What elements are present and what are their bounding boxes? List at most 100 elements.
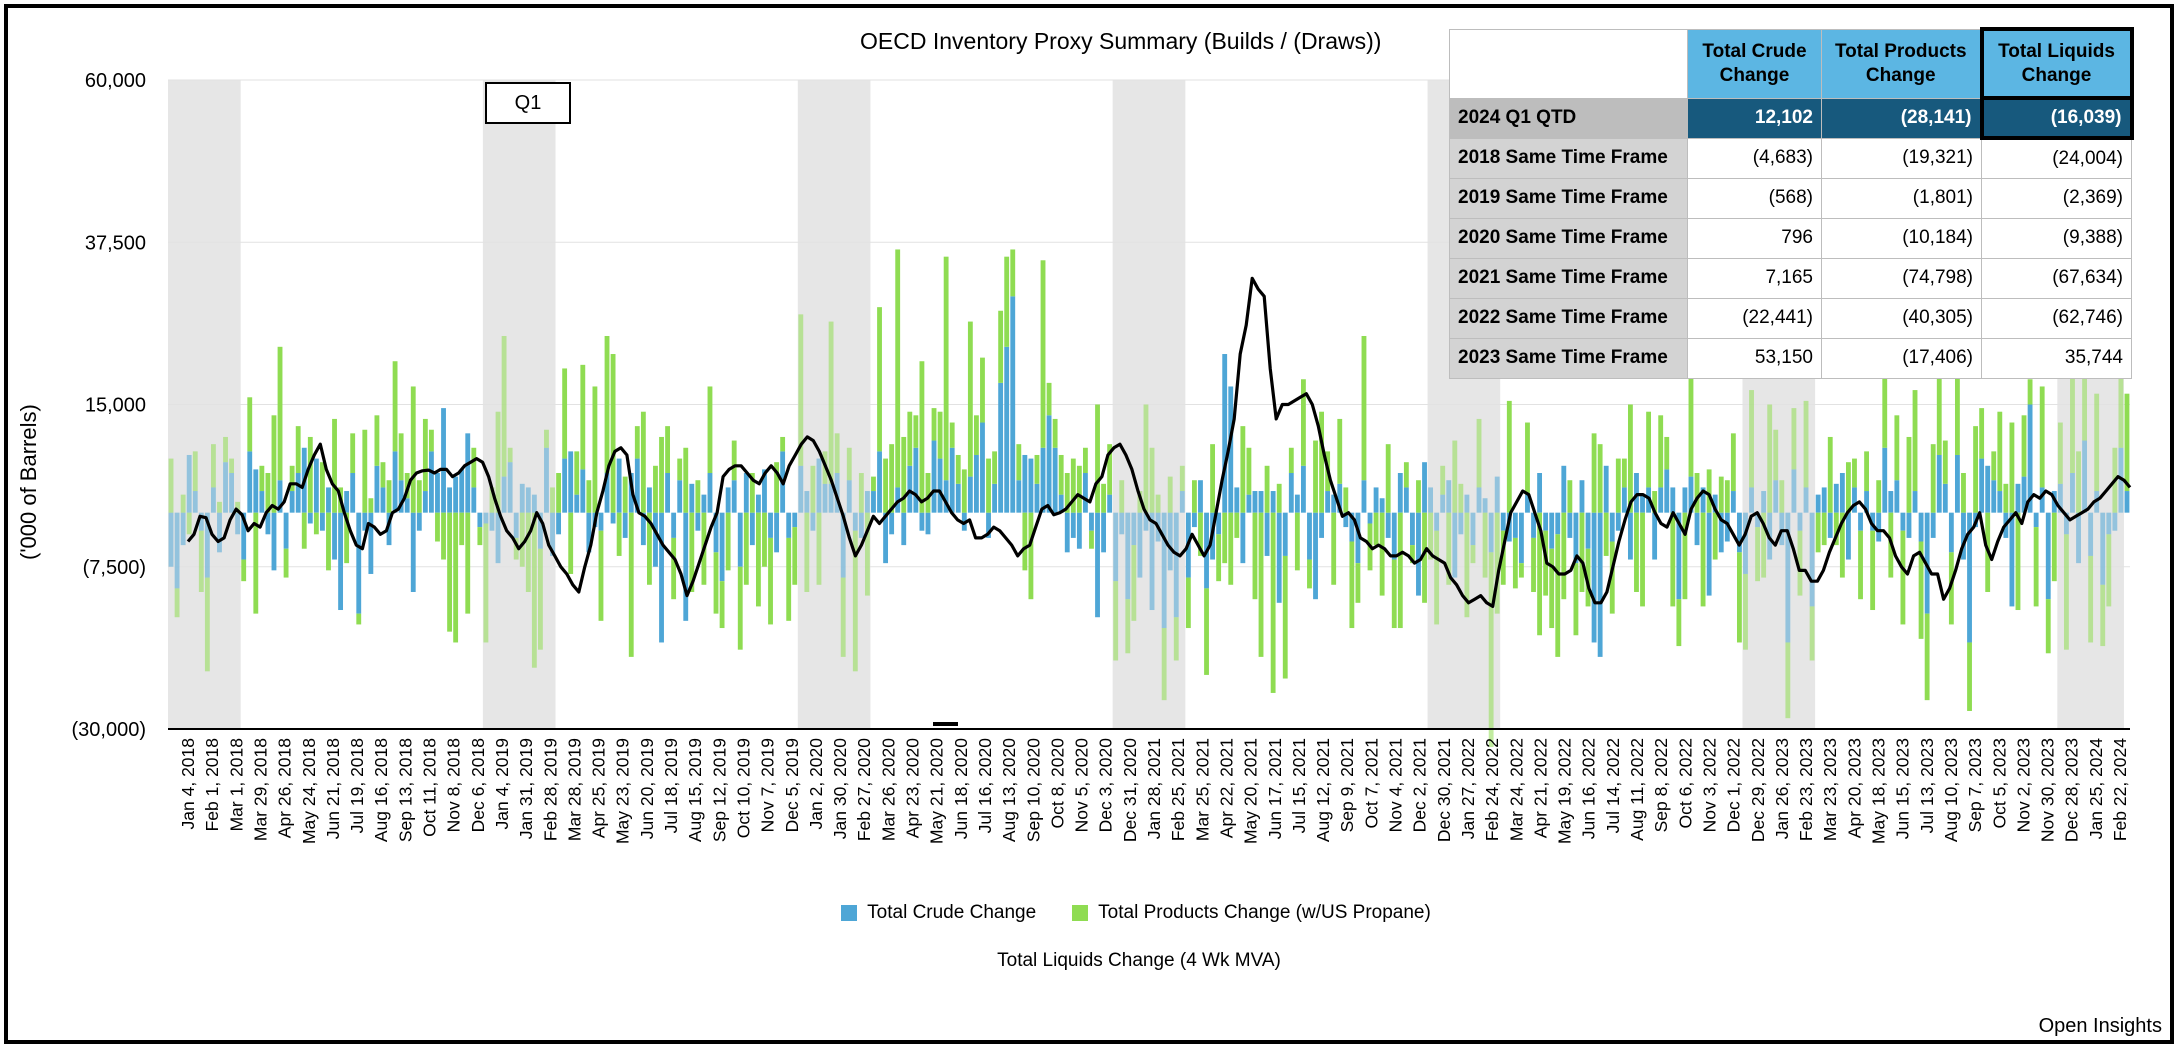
products-bar [537,548,543,650]
products-bar [1761,512,1767,578]
products-bar [737,566,743,650]
crude-bar [210,487,216,513]
crude-bar [1567,512,1573,538]
crude-bar [1991,480,1997,513]
crude-bar [1016,480,1022,513]
crude-bar [1385,512,1391,538]
products-bar [689,512,695,592]
crude-bar [1815,494,1821,513]
products-bar [713,552,719,614]
products-bar [2021,415,2027,477]
crude-bar [967,476,973,513]
products-bar [1337,418,1343,484]
products-bar [1912,390,1918,492]
products-bar [1579,512,1585,592]
products-bar [1954,354,1960,455]
crude-bar [1361,480,1367,513]
products-bar [749,473,755,513]
products-bar [174,588,180,618]
products-bar [949,422,955,448]
products-bar [755,512,761,607]
legend-swatch-products [1072,905,1089,921]
x-tick-label: Feb 28, 2019 [540,738,560,841]
products-bar [1131,545,1137,621]
products-bar [1173,617,1179,661]
products-bar [531,512,537,668]
x-tick-label: Oct 7, 2021 [1361,738,1381,828]
products-bar [1621,458,1627,488]
x-tick-label: Aug 15, 2019 [685,738,705,842]
x-tick-label: Jun 20, 2019 [637,738,657,839]
products-bar [1785,642,1791,719]
crude-bar [1845,512,1851,560]
products-bar [1967,642,1972,711]
x-tick-label: Dec 29, 2022 [1748,738,1768,842]
products-bar [834,433,840,474]
products-bar [1839,512,1845,578]
summary-row-2023: 2023 Same Time Frame 53,150 (17,406) 35,… [1449,337,2132,379]
y-axis-label: ('000 of Barrels) [16,404,41,560]
products-bar [265,473,271,513]
products-bar [2039,386,2045,488]
x-tick-label: Nov 3, 2022 [1699,738,1719,832]
products-bar [798,314,804,466]
crude-bar [798,465,804,513]
crude-bar [1143,512,1149,531]
products-bar [392,361,398,452]
products-bar [1718,476,1724,513]
crude-bar [568,451,574,513]
crude-bar [2021,476,2027,513]
products-bar [1240,426,1246,513]
crude-bar [556,512,562,535]
crude-bar [453,476,459,513]
crude-bar [949,447,955,513]
products-bar [1076,465,1082,513]
crude-bar [1095,512,1100,618]
crude-bar [943,480,949,513]
products-bar [1149,447,1155,513]
crude-bar [2106,512,2112,535]
x-tick-label: Jul 16, 2020 [975,738,995,834]
products-bar [1064,473,1070,513]
crude-bar [1749,487,1754,513]
x-tick-label: Jan 4, 2019 [492,738,512,829]
products-bar [1143,404,1149,513]
summary-cell-crude: 796 [1687,217,1822,259]
products-bar [677,458,683,481]
crude-bar [1440,494,1446,513]
crude-bar [1821,487,1827,513]
crude-bar [846,480,852,513]
x-tick-label: Nov 30, 2023 [2038,738,2058,842]
products-bar [1779,480,1785,513]
products-bar [241,559,247,582]
crude-bar [683,512,689,621]
products-bar [786,537,792,621]
products-bar [1567,480,1573,513]
products-bar [1700,512,1706,607]
products-bar [1294,512,1300,571]
summary-cell-products: (1,801) [1821,177,1982,219]
crude-bar [622,512,628,538]
products-bar [1397,512,1403,629]
products-bar [447,512,453,632]
chart-title: OECD Inventory Proxy Summary (Builds / (… [860,28,1382,54]
legend-label-products: Total Products Change (w/US Propane) [1098,902,1431,923]
crude-bar [1894,480,1900,513]
products-bar [683,447,689,513]
products-bar [2094,393,2100,492]
crude-bar [356,512,362,614]
y-tick-label: 60,000 [85,70,146,92]
crude-bar [1119,512,1125,535]
crude-bar [822,483,828,513]
crude-bar [840,512,846,578]
crude-bar [919,512,925,531]
crude-bar [192,491,198,513]
crude-bar [1688,476,1694,513]
crude-bar [1379,498,1385,513]
products-bar [398,433,404,481]
products-bar [1603,512,1609,556]
crude-bar [1561,465,1567,513]
products-bar [973,415,979,455]
crude-bar [441,408,446,513]
products-bar [295,426,301,474]
